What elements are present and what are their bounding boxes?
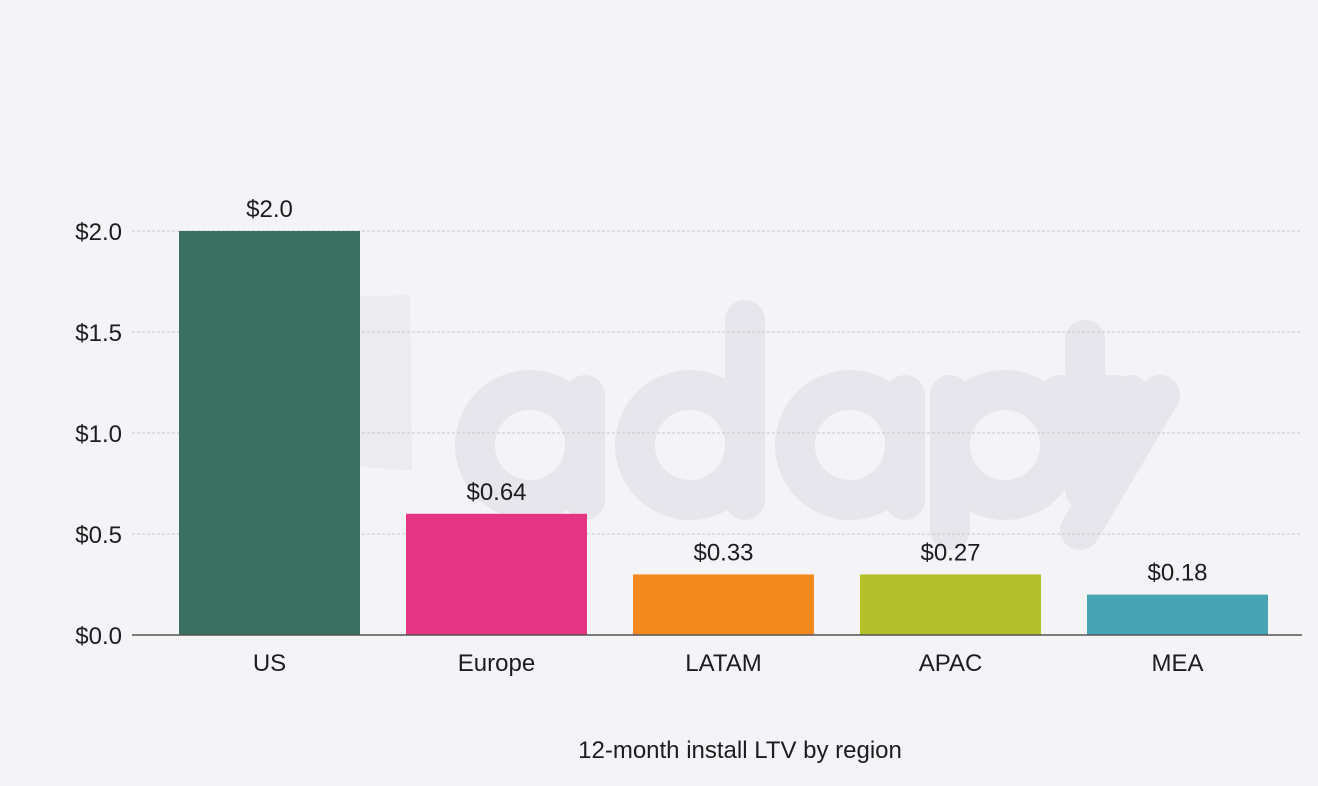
x-tick-label: LATAM xyxy=(685,650,761,677)
data-label: $0.64 xyxy=(466,479,526,506)
bar-apac xyxy=(860,574,1041,635)
y-tick-label: $2.0 xyxy=(75,219,122,246)
data-label: $2.0 xyxy=(246,196,293,223)
y-tick-label: $1.5 xyxy=(75,320,122,347)
data-labels: $2.0 US $0.64 Europe $0.33 LATAM $0.27 APAC $0.1… xyxy=(246,196,1207,677)
x-tick-label: APAC xyxy=(919,650,983,677)
x-axis-label: 12-month install LTV by region xyxy=(578,737,902,764)
y-tick-label: $0.5 xyxy=(75,522,122,549)
bar-mea xyxy=(1087,594,1268,635)
bar-us xyxy=(179,231,360,635)
bar-europe xyxy=(406,513,587,635)
data-label: $0.33 xyxy=(693,539,753,566)
bar-latam xyxy=(633,574,814,635)
watermark xyxy=(255,295,1180,550)
x-tick-label: MEA xyxy=(1151,650,1203,677)
bars xyxy=(179,231,1268,635)
data-label: $0.27 xyxy=(920,539,980,566)
x-tick-label: Europe xyxy=(458,650,535,677)
y-tick-label: $1.0 xyxy=(75,421,122,448)
data-label: $0.18 xyxy=(1147,560,1207,587)
y-tick-label: $0.0 xyxy=(75,623,122,650)
watermark-lettering-icon xyxy=(455,300,1180,550)
x-tick-label: US xyxy=(253,650,286,677)
